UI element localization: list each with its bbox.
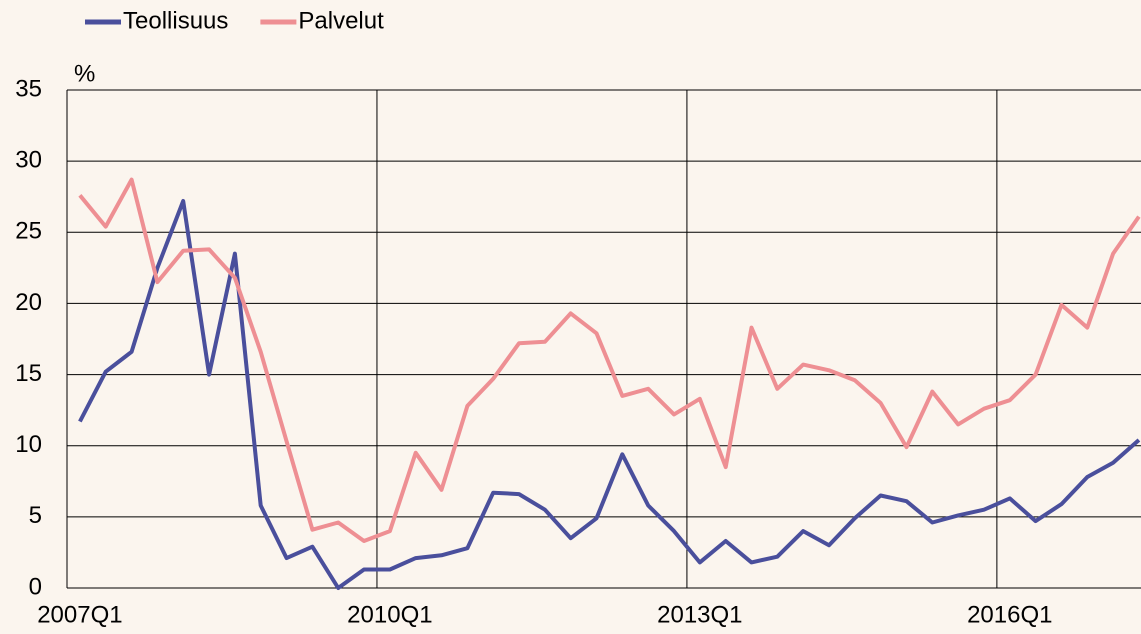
x-tick-label: 2016Q1 [967,601,1052,628]
legend-label: Teollisuus [123,7,228,34]
legend-label: Palvelut [298,7,384,34]
x-tick-label: 2007Q1 [37,601,122,628]
y-tick-label: 0 [29,573,42,600]
x-tick-label: 2013Q1 [657,601,742,628]
x-tick-label: 2010Q1 [347,601,432,628]
y-tick-label: 35 [15,75,42,102]
y-tick-label: 25 [15,218,42,245]
y-tick-label: 20 [15,289,42,316]
series-line [78,199,1141,590]
unit-label: % [74,60,95,87]
y-tick-label: 15 [15,360,42,387]
y-tick-label: 30 [15,146,42,173]
series-line [78,177,1141,543]
y-tick-label: 10 [15,431,42,458]
y-tick-label: 5 [29,502,42,529]
